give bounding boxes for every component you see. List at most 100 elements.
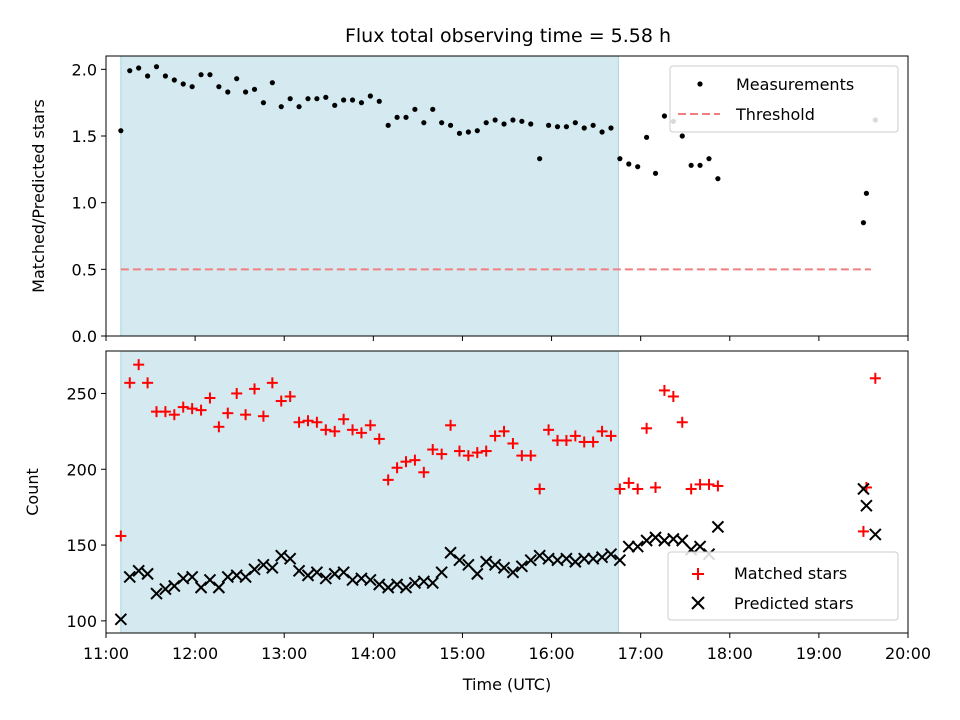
matched-star-point bbox=[302, 415, 314, 427]
matched-star-point bbox=[676, 416, 688, 428]
matched-star-point bbox=[186, 403, 198, 415]
matched-star-point bbox=[213, 421, 225, 433]
matched-star-point bbox=[658, 384, 670, 396]
y-tick-label: 100 bbox=[66, 612, 97, 631]
predicted-star-point bbox=[435, 566, 448, 579]
chart-title: Flux total observing time = 5.58 h bbox=[345, 25, 671, 47]
matched-star-point bbox=[507, 437, 519, 449]
predicted-star-point bbox=[506, 566, 520, 579]
measurement-point bbox=[715, 176, 721, 182]
predicted-star-point bbox=[595, 550, 609, 564]
matched-star-point bbox=[338, 413, 350, 425]
matched-star-point bbox=[480, 445, 492, 457]
y-tick-label: 200 bbox=[66, 460, 97, 479]
measurement-point bbox=[572, 120, 578, 126]
predicted-star-point bbox=[185, 570, 199, 584]
top-legend-box bbox=[669, 65, 899, 133]
matched-star-point bbox=[266, 377, 278, 389]
matched-star-point bbox=[418, 466, 430, 478]
measurement-point bbox=[510, 117, 516, 123]
measurement-point bbox=[447, 122, 454, 128]
matched-star-point bbox=[249, 383, 261, 395]
measurement-point bbox=[207, 72, 213, 78]
measurement-point bbox=[626, 161, 632, 167]
measurement-point bbox=[697, 162, 703, 168]
predicted-star-point bbox=[480, 555, 493, 568]
top-x-ticks bbox=[105, 336, 909, 341]
measurement-point bbox=[644, 134, 650, 140]
predicted-star-point bbox=[373, 578, 386, 591]
count-panel: 100 150 200 250 11:00 12:00 13:00 14:00 15:00 16… bbox=[23, 350, 931, 694]
measurement-point bbox=[127, 68, 133, 74]
matched-star-point bbox=[650, 481, 662, 493]
predicted-star-point bbox=[266, 561, 279, 575]
measurement-point bbox=[545, 122, 552, 128]
predicted-star-point bbox=[515, 560, 529, 573]
matched-star-point bbox=[222, 407, 234, 419]
matched-star-point bbox=[329, 425, 341, 437]
x-tick-label: 17:00 bbox=[618, 644, 664, 663]
x-tick-label: 15:00 bbox=[439, 644, 485, 663]
measurement-point bbox=[617, 156, 623, 162]
measurement-point bbox=[483, 120, 489, 126]
matched-star-point bbox=[373, 433, 385, 445]
measurement-point bbox=[528, 121, 534, 127]
predicted-star-point bbox=[123, 570, 136, 584]
measurement-point bbox=[251, 86, 258, 92]
measurement-point bbox=[216, 84, 222, 90]
matched-star-point bbox=[382, 474, 394, 486]
predicted-star-point bbox=[292, 564, 306, 578]
y-tick-label: 2.0 bbox=[72, 60, 97, 79]
top-plot-frame bbox=[105, 55, 909, 337]
top-y-ticks: 0.0 0.5 1.0 1.5 2.0 bbox=[72, 60, 106, 346]
measurement-point bbox=[341, 97, 347, 103]
measurement-point bbox=[287, 96, 293, 102]
y-tick-label: 0.0 bbox=[72, 327, 97, 346]
ratio-panel: 0.00.51.01.52.0 Matched/Predicted stars … bbox=[29, 55, 909, 346]
predicted-star-point bbox=[301, 569, 315, 582]
measurement-point bbox=[189, 84, 195, 90]
measurement-point bbox=[278, 104, 284, 110]
x-tick-label: 18:00 bbox=[707, 644, 753, 663]
legend-predicted-label: Predicted stars bbox=[734, 594, 854, 613]
bottom-y-axis-label: Count bbox=[23, 468, 42, 516]
predicted-star-point bbox=[640, 534, 653, 547]
measurement-point bbox=[162, 73, 169, 79]
matched-star-point bbox=[427, 444, 439, 456]
matched-star-point bbox=[453, 445, 465, 457]
measurement-point bbox=[305, 96, 311, 102]
legend-matched-marker bbox=[692, 568, 704, 580]
matched-star-point bbox=[400, 456, 412, 468]
measurement-point bbox=[492, 117, 498, 123]
measurement-point bbox=[296, 104, 302, 110]
x-tick-label: 12:00 bbox=[172, 644, 218, 663]
matched-star-point bbox=[605, 430, 617, 442]
x-tick-label: 11:00 bbox=[83, 644, 129, 663]
measurement-point bbox=[225, 89, 231, 95]
matched-star-point bbox=[471, 447, 483, 459]
predicted-star-point bbox=[471, 567, 484, 581]
predicted-star-point bbox=[364, 573, 377, 587]
matched-star-point bbox=[667, 390, 679, 402]
bottom-legend: Matched stars Predicted stars bbox=[667, 551, 899, 621]
measurement-point bbox=[860, 220, 867, 226]
predicted-star-point bbox=[141, 567, 154, 581]
predicted-star-point bbox=[524, 554, 537, 567]
measurement-point bbox=[421, 120, 427, 126]
observing-window-shade bbox=[120, 55, 619, 337]
matched-star-point bbox=[142, 377, 154, 389]
matched-star-point bbox=[534, 483, 546, 495]
x-tick-label: 20:00 bbox=[885, 644, 931, 663]
measurement-point bbox=[679, 133, 685, 139]
matched-star-point bbox=[275, 395, 287, 407]
matched-star-point bbox=[525, 450, 537, 462]
predicted-star-point bbox=[319, 572, 333, 585]
measurement-point bbox=[581, 125, 587, 131]
matched-star-point bbox=[240, 409, 252, 421]
predicted-star-point bbox=[711, 520, 725, 534]
measurement-point bbox=[376, 98, 382, 104]
predicted-star-point bbox=[497, 561, 511, 575]
x-tick-label: 19:00 bbox=[796, 644, 842, 663]
matched-star-point bbox=[320, 424, 332, 436]
